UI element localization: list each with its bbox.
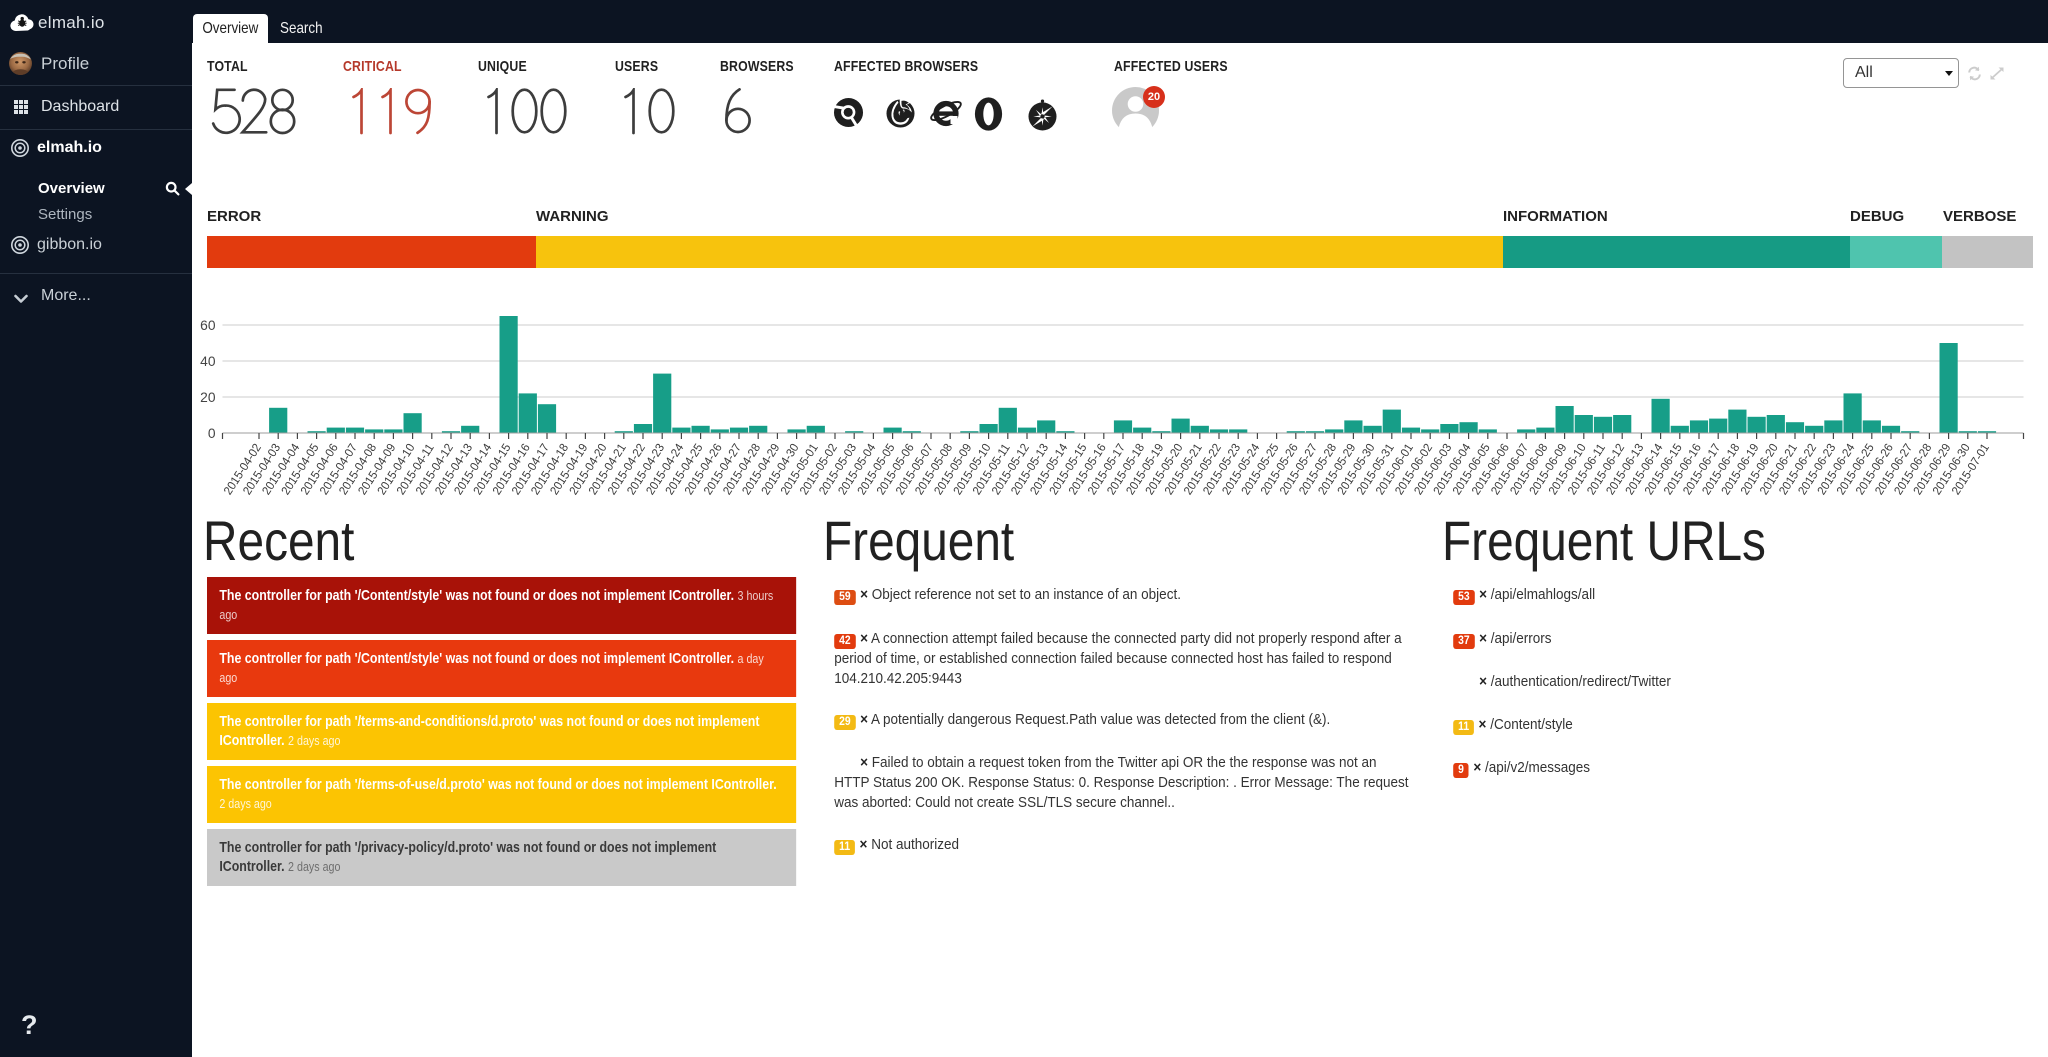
svg-text:60: 60 xyxy=(200,318,216,333)
svg-text:0: 0 xyxy=(208,426,216,441)
svg-text:40: 40 xyxy=(200,354,216,369)
svg-text:20: 20 xyxy=(200,390,216,405)
